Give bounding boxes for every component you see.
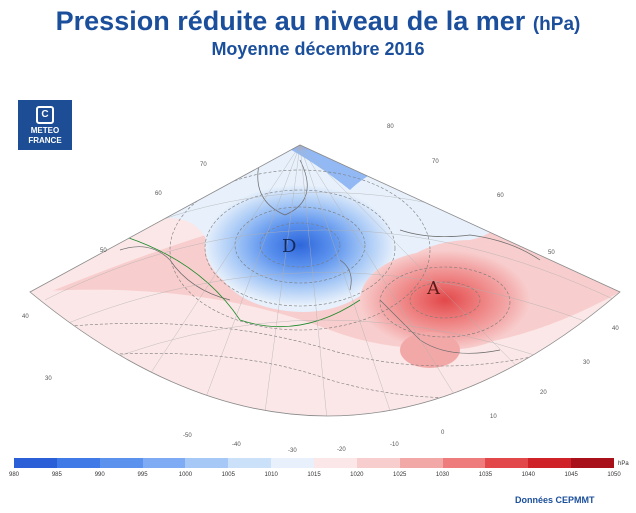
- colorbar-tick-label: 1050: [607, 472, 621, 478]
- lat-label: 40: [22, 314, 29, 320]
- data-source: Données CEPMMT: [515, 495, 595, 505]
- coastlines: [119, 159, 541, 354]
- colorbar-segment: [571, 458, 615, 468]
- colorbar-tick-label: 1020: [350, 472, 364, 478]
- lon-label: 50: [548, 250, 555, 256]
- field-high-south: [400, 332, 460, 368]
- colorbar-segment: [485, 458, 529, 468]
- lat-label: 60: [155, 191, 162, 197]
- lon-label: 40: [612, 326, 619, 332]
- latitude-labels: 30 40 50 60 70: [22, 162, 207, 382]
- title-text: Pression réduite au niveau de la mer: [55, 6, 526, 36]
- lon-label: -30: [288, 448, 297, 454]
- colorbar-tick-label: 985: [51, 472, 62, 478]
- colorbar-tick-label: 1040: [521, 472, 535, 478]
- colorbar-segment: [14, 458, 58, 468]
- colorbar-segment: [99, 458, 144, 468]
- colorbar-tick-label: 990: [94, 472, 105, 478]
- colorbar-segment: [356, 458, 401, 468]
- lon-label: -20: [337, 447, 346, 453]
- colorbar-segment: [442, 458, 486, 468]
- meteo-france-logo-icon: C: [36, 106, 54, 124]
- colorbar-tick-label: 980: [8, 472, 19, 478]
- low-pressure-label: D: [282, 236, 296, 257]
- colorbar-segment: [185, 458, 229, 468]
- colorbar-tick-label: 1025: [393, 472, 407, 478]
- colorbar-tick-label: 1010: [264, 472, 278, 478]
- lon-label: -50: [183, 433, 192, 439]
- field-low-core: [205, 185, 395, 305]
- colorbar-tick-label: 1005: [221, 472, 235, 478]
- colorbar-segment: [56, 458, 101, 468]
- colorbar-segment: [528, 458, 572, 468]
- colorbar: [14, 458, 615, 468]
- colorbar-tick-label: 1035: [478, 472, 493, 478]
- colorbar-tick-label: 1015: [307, 472, 321, 478]
- colorbar-tick-label: 1030: [435, 472, 450, 478]
- map-frame: [29, 144, 621, 417]
- lon-label: 0: [441, 430, 445, 436]
- lon-label: 60: [497, 193, 504, 199]
- colorbar-tick-label: 1000: [178, 472, 193, 478]
- lon-label: 80: [387, 124, 394, 130]
- colorbar-segment: [314, 458, 358, 468]
- lon-label: -40: [232, 442, 241, 448]
- title-unit: (hPa): [532, 14, 581, 35]
- colorbar-segment: [271, 458, 315, 468]
- lon-label: -10: [390, 442, 399, 448]
- colorbar-tick-label: 995: [137, 472, 148, 478]
- map-subtitle: Moyenne décembre 2016: [211, 39, 425, 59]
- lon-label: 20: [540, 390, 547, 396]
- colorbar-segment: [399, 458, 444, 468]
- lon-label: 30: [583, 360, 590, 366]
- colorbar-tick-label: 1045: [564, 472, 578, 478]
- colorbar-segment: [142, 458, 186, 468]
- lat-label: 70: [200, 162, 207, 168]
- logo-line-1: METEO: [30, 126, 60, 135]
- colorbar-unit: hPa: [618, 461, 629, 467]
- lon-label: 10: [490, 414, 497, 420]
- map-field: [30, 145, 620, 416]
- map-title: Pression réduite au niveau de la mer (hP…: [0, 6, 636, 40]
- high-pressure-label: A: [426, 278, 441, 299]
- longitude-labels: -50 -40 -30 -20 -10 0 10 20 30 40 50 60 …: [183, 124, 619, 454]
- lon-label: 70: [432, 159, 439, 165]
- colorbar-segment: [228, 458, 272, 468]
- lat-label: 50: [100, 248, 107, 254]
- logo-line-2: FRANCE: [28, 136, 62, 145]
- meteo-france-logo: C METEO FRANCE: [18, 100, 72, 150]
- lat-label: 30: [45, 376, 52, 382]
